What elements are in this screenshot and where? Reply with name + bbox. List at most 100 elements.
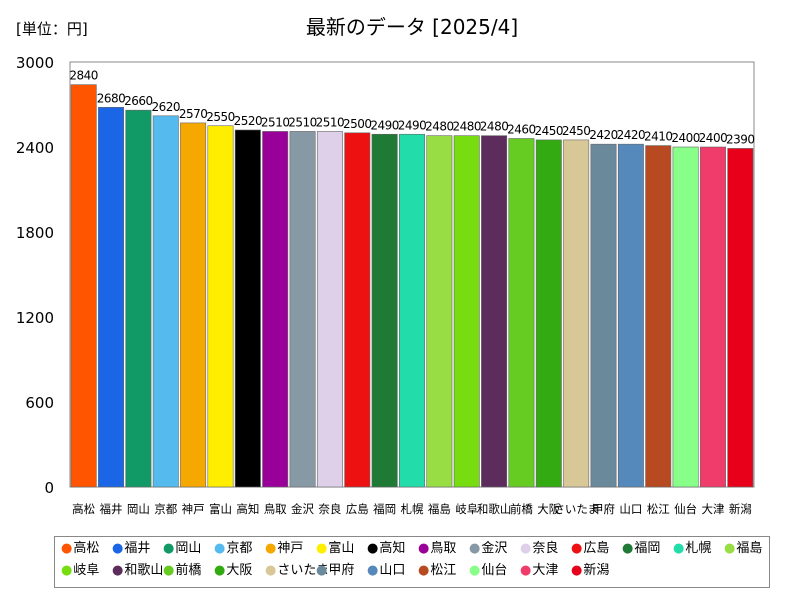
bar-17 [508,138,535,488]
legend-label: 甲府 [328,563,355,578]
legend-item: ●京都 [214,541,252,557]
value-label: 2490 [398,118,427,132]
bar-15 [453,135,480,488]
bar-1 [70,84,97,488]
value-label: 2510 [288,115,317,129]
legend-label: 福井 [124,541,151,556]
value-label: 2570 [179,107,208,121]
bar-6 [207,125,234,488]
x-tick-label: 札幌 [401,502,424,516]
bars [70,84,754,488]
legend-item: ●福島 [724,541,762,557]
legend-marker-icon: ● [367,563,379,578]
value-label: 2450 [535,124,564,138]
x-tick-label: 岐阜 [455,502,478,516]
bar-12 [371,133,398,488]
x-tick-label: 福岡 [373,502,396,516]
legend-item: ●前橋 [163,563,201,579]
legend-label: 岡山 [175,541,202,556]
x-tick-label: 大阪 [537,502,560,516]
legend-marker-icon: ● [469,541,481,556]
value-label: 2420 [589,128,618,142]
bar-16 [481,135,508,488]
x-tick-label: 神戸 [182,502,205,516]
value-label: 2510 [316,115,345,129]
x-tick-label: さいたま [553,502,599,516]
legend-item: ●仙台 [469,563,507,579]
legend-label: 金沢 [481,541,508,556]
bar-18 [535,139,562,488]
legend-label: 前橋 [175,563,202,578]
legend-marker-icon: ● [418,541,430,556]
legend-marker-icon: ● [163,563,175,578]
legend-label: 富山 [328,541,355,556]
legend-label: 松江 [430,563,457,578]
legend-label: 広島 [583,541,610,556]
value-label: 2500 [343,117,372,131]
x-tick-label: 鳥取 [264,502,287,516]
x-tick-label: 広島 [346,502,369,516]
bar-14 [426,135,453,488]
legend-marker-icon: ● [61,563,73,578]
x-tick-label: 大津 [701,502,724,516]
value-label: 2480 [480,120,509,134]
legend-item: ●新潟 [571,563,609,579]
x-tick-label: 高松 [72,502,95,516]
value-label: 2680 [97,91,126,105]
legend-label: 札幌 [685,541,712,556]
legend-label: 岐阜 [73,563,100,578]
bar-2 [98,107,125,488]
legend-item: ●松江 [418,563,456,579]
y-tick-label: 1800 [16,224,54,242]
legend-label: 高知 [379,541,406,556]
value-label: 2420 [617,128,646,142]
legend-marker-icon: ● [469,563,481,578]
unit-label: [単位：円] [16,20,88,38]
legend-marker-icon: ● [520,563,532,578]
legend-item: ●札幌 [673,541,711,557]
legend-label: 福岡 [634,541,661,556]
y-tick-label: 3000 [16,54,54,72]
x-tick-label: 富山 [209,502,232,516]
x-tick-label: 奈良 [318,502,341,516]
value-label: 2410 [644,130,673,144]
legend-marker-icon: ● [571,541,583,556]
x-tick-label: 京都 [154,502,177,516]
value-label: 2490 [370,118,399,132]
value-label: 2520 [234,114,263,128]
legend-item: ●金沢 [469,541,507,557]
legend-marker-icon: ● [520,541,532,556]
y-tick-label: 600 [25,394,54,412]
legend-marker-icon: ● [418,563,430,578]
bar-8 [262,131,289,488]
legend-marker-icon: ● [316,563,328,578]
bar-20 [590,143,617,488]
legend-marker-icon: ● [724,541,736,556]
y-tick-label: 1200 [16,309,54,327]
bar-25 [727,148,754,488]
bar-11 [344,132,371,488]
x-tick-label: 仙台 [674,502,697,516]
x-tick-label: 前橋 [510,502,533,516]
legend-label: 京都 [226,541,253,556]
legend-marker-icon: ● [214,563,226,578]
x-tick-label: 金沢 [291,502,314,516]
bar-3 [125,109,152,488]
legend-item: ●和歌山 [112,563,163,579]
bar-9 [289,131,316,488]
value-label: 2450 [562,124,591,138]
legend-label: 仙台 [481,563,508,578]
legend-item: ●甲府 [316,563,354,579]
legend-marker-icon: ● [367,541,379,556]
value-label: 2550 [206,110,235,124]
value-label: 2660 [124,94,153,108]
legend-marker-icon: ● [673,541,685,556]
bar-5 [180,122,207,488]
x-tick-label: 新潟 [729,502,752,516]
chart-title: 最新のデータ [2025/4] [306,15,518,39]
legend-marker-icon: ● [265,563,277,578]
legend-marker-icon: ● [571,563,583,578]
legend-item: ●福岡 [622,541,660,557]
